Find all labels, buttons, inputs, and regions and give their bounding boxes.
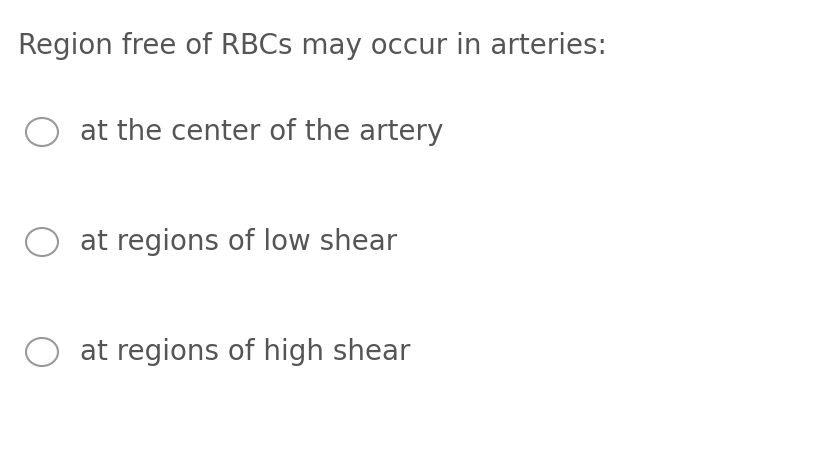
Text: at regions of low shear: at regions of low shear	[80, 228, 397, 256]
Text: at regions of high shear: at regions of high shear	[80, 338, 410, 366]
Text: Region free of RBCs may occur in arteries:: Region free of RBCs may occur in arterie…	[18, 32, 607, 60]
Text: at the center of the artery: at the center of the artery	[80, 118, 443, 146]
